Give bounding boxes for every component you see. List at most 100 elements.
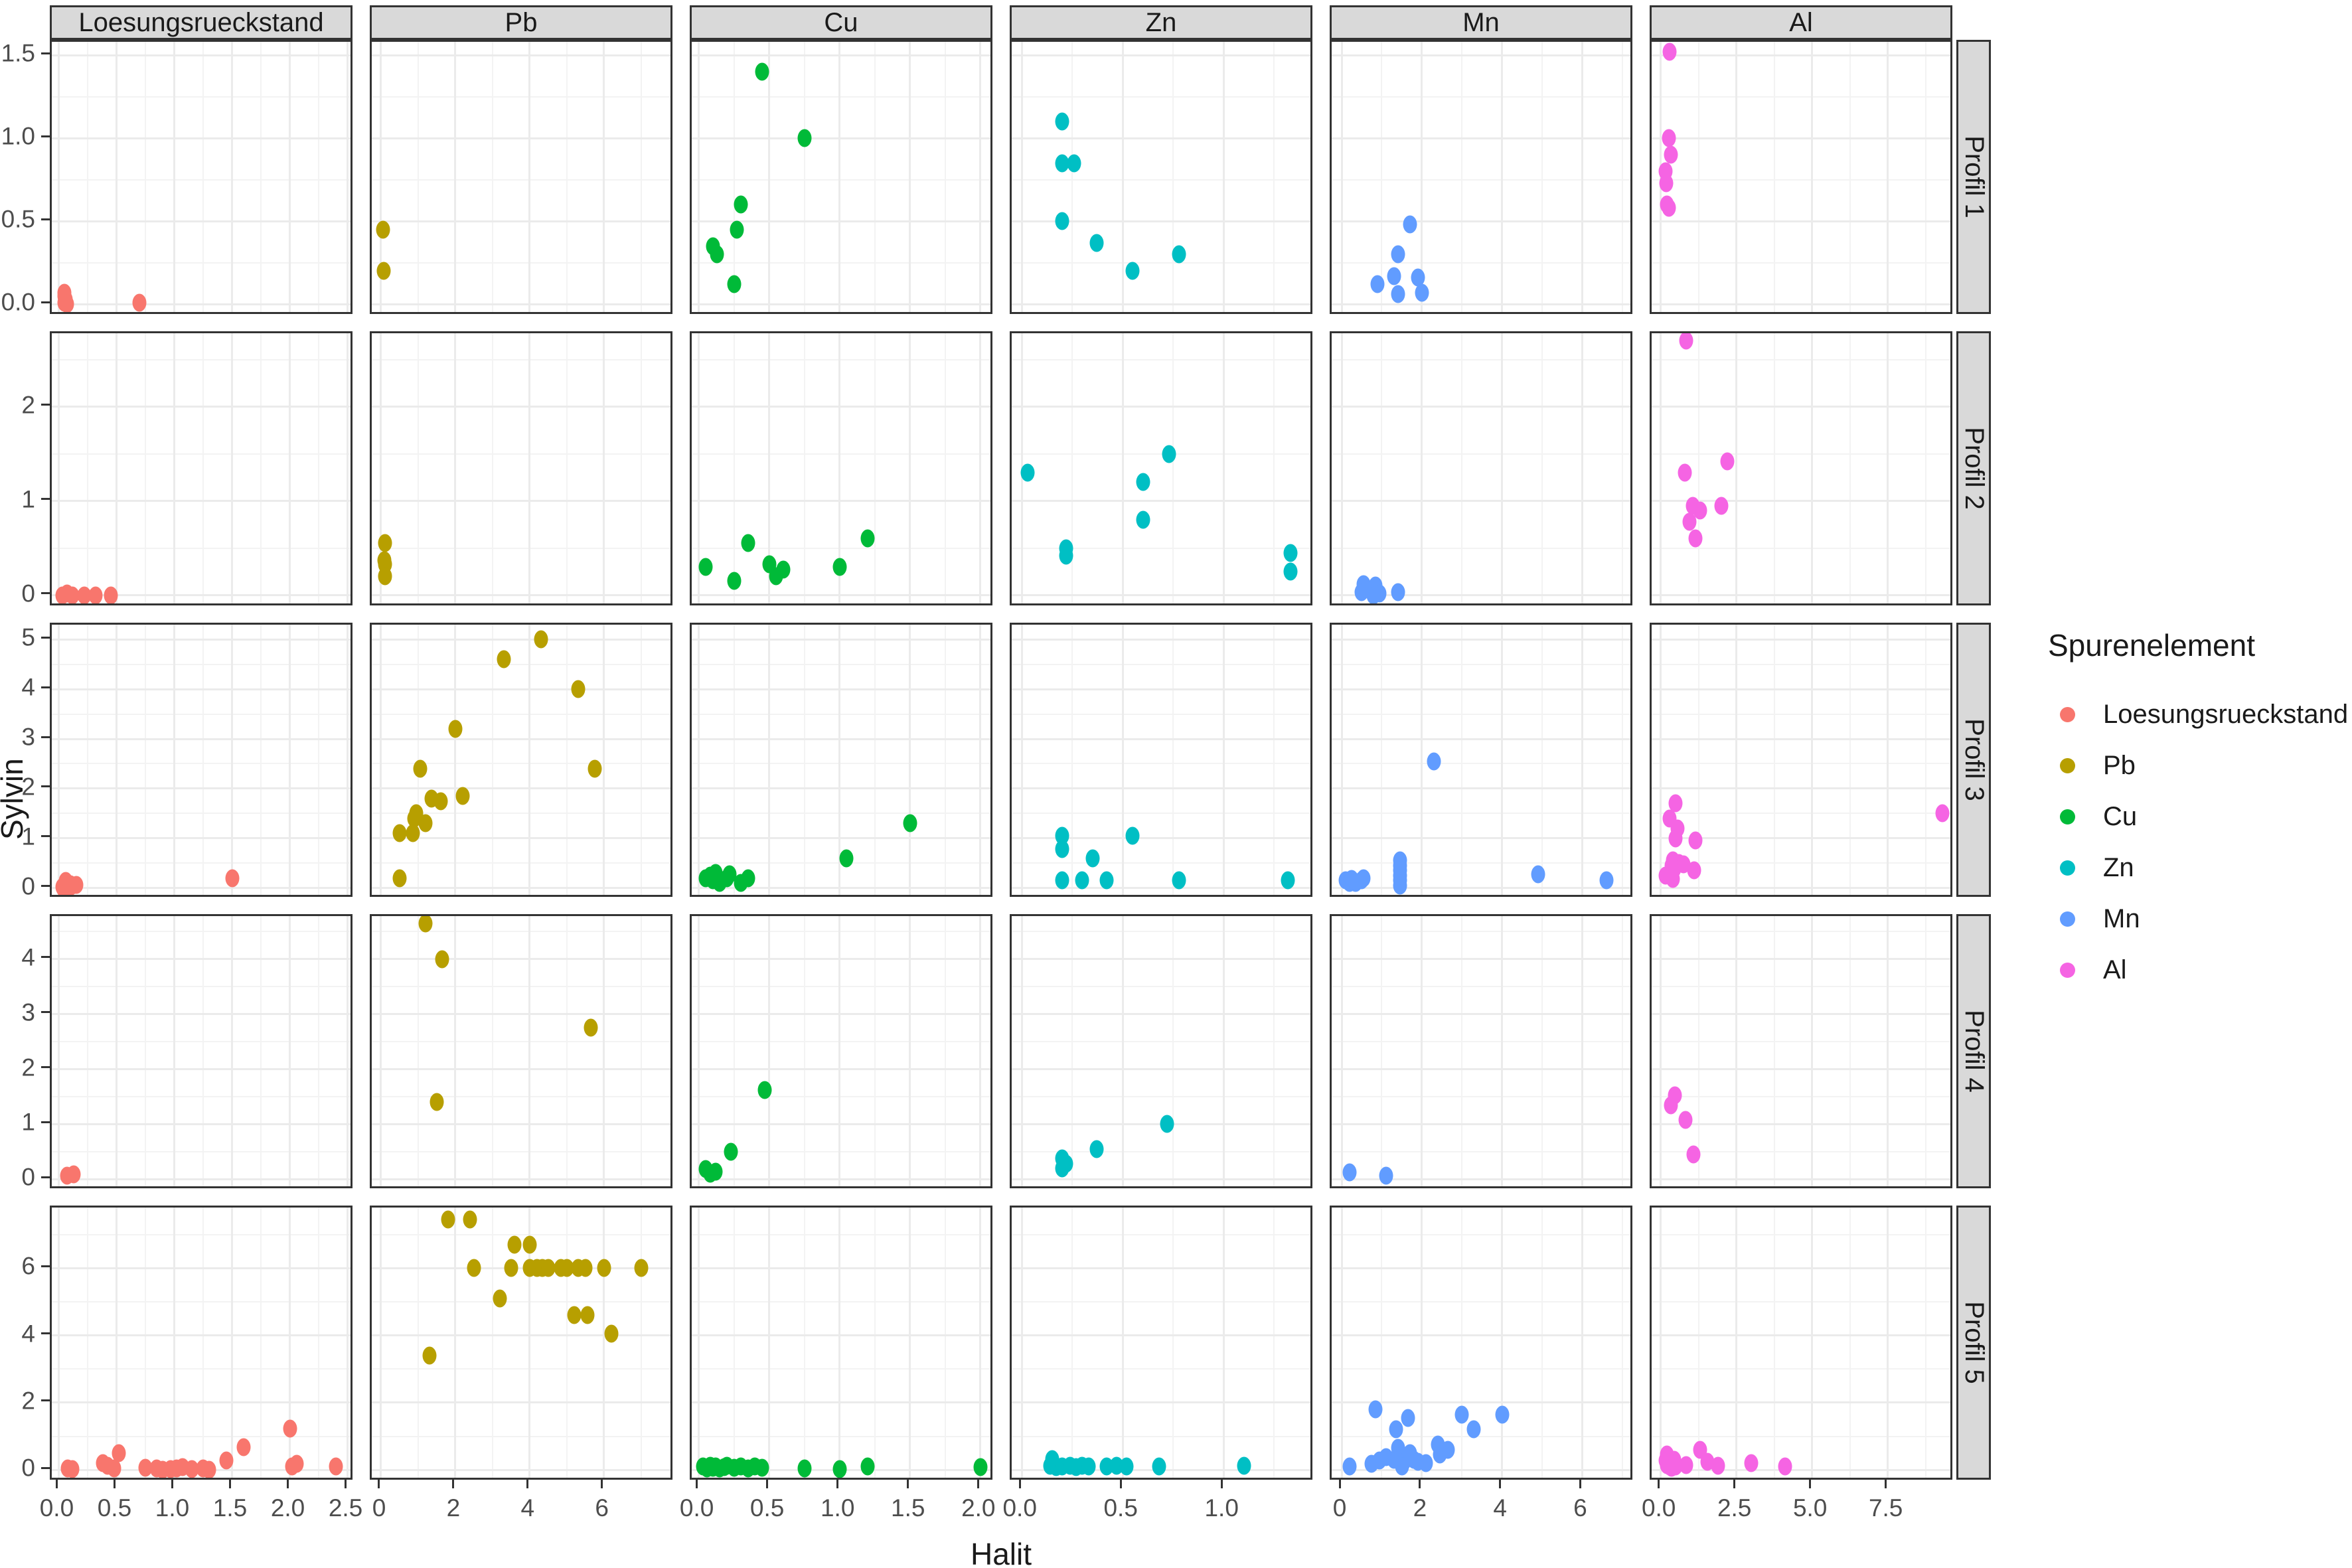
gridline-minor-v (1621, 625, 1623, 895)
y-tick-label: 1.5 (1, 39, 35, 67)
gridline-minor-h (372, 1041, 670, 1043)
data-point (413, 759, 428, 778)
gridline-minor-v (1697, 42, 1699, 312)
data-point (1368, 1400, 1383, 1419)
data-point (283, 1419, 297, 1438)
data-point (1055, 154, 1069, 173)
y-tick-mark (41, 1011, 50, 1014)
gridline-minor-v (1924, 1208, 1926, 1478)
gridline-major-v (1020, 1208, 1023, 1478)
gridline-minor-h (1332, 547, 1630, 549)
data-point (1466, 1420, 1481, 1439)
gridline-major-h (52, 1013, 351, 1016)
data-point (1020, 463, 1035, 482)
data-point (1055, 871, 1069, 890)
gridline-major-v (1887, 333, 1889, 603)
facet-column-label: Mn (1462, 7, 1500, 37)
data-point (225, 869, 239, 888)
gridline-minor-h (1012, 1435, 1310, 1437)
gridline-major-h (372, 1068, 670, 1071)
gridline-major-h (1332, 1178, 1630, 1180)
gridline-major-h (52, 303, 351, 305)
x-tick-mark (1119, 1480, 1122, 1488)
gridline-minor-h (692, 1233, 990, 1235)
gridline-minor-v (202, 916, 204, 1186)
gridline-minor-h (52, 1150, 351, 1152)
data-point (1342, 1457, 1357, 1476)
legend-swatch-Al (2060, 962, 2075, 978)
y-tick-mark (41, 785, 50, 788)
panel-Profil5-Cu (690, 1206, 992, 1480)
data-point (1662, 129, 1676, 147)
gridline-major-h (692, 638, 990, 641)
gridline-major-h (692, 1013, 990, 1016)
data-point (1935, 804, 1950, 823)
x-tick-mark (229, 1480, 231, 1488)
data-point (1668, 794, 1683, 813)
x-tick-label: 0.0 (679, 1494, 714, 1522)
x-tick-mark (1419, 1480, 1421, 1488)
data-point (1370, 275, 1385, 293)
data-point (138, 1458, 153, 1477)
panel-Profil3-Loesungsrueckstand (50, 623, 353, 897)
data-point (1658, 866, 1673, 885)
data-point (376, 220, 390, 239)
gridline-minor-h (1012, 986, 1310, 988)
gridline-minor-h (1012, 663, 1310, 665)
gridline-minor-h (52, 1300, 351, 1302)
gridline-major-v (173, 625, 175, 895)
data-point (378, 534, 392, 552)
gridline-minor-v (1924, 42, 1926, 312)
y-tick-mark (41, 135, 50, 137)
gridline-minor-h (372, 1233, 670, 1235)
gridline-major-v (603, 1208, 605, 1478)
gridline-minor-h (52, 547, 351, 549)
gridline-major-h (1652, 303, 1950, 305)
data-point (1125, 826, 1140, 845)
gridline-minor-v (260, 42, 262, 312)
data-point (112, 1444, 126, 1462)
gridline-major-h (1332, 220, 1630, 222)
gridline-major-h (1012, 220, 1310, 222)
gridline-major-h (1332, 1267, 1630, 1269)
legend-item: Al (2048, 955, 2348, 984)
data-point (1172, 245, 1186, 264)
gridline-major-h (372, 638, 670, 641)
y-tick-mark (41, 1332, 50, 1335)
gridline-major-v (603, 333, 605, 603)
gridline-major-h (372, 837, 670, 840)
gridline-major-v (454, 333, 457, 603)
gridline-major-h (692, 1178, 990, 1180)
gridline-minor-h (52, 358, 351, 360)
gridline-major-h (692, 1267, 990, 1269)
gridline-minor-h (1332, 262, 1630, 264)
gridline-major-h (1332, 958, 1630, 961)
gridline-minor-h (692, 1300, 990, 1302)
facet-row-label: Profil 2 (1959, 427, 1989, 510)
gridline-minor-v (1381, 625, 1383, 895)
gridline-minor-v (318, 42, 320, 312)
gridline-major-v (57, 1208, 60, 1478)
panel-Profil5-Pb (370, 1206, 672, 1480)
x-tick-label: 6 (1573, 1494, 1587, 1522)
data-point (1085, 849, 1100, 868)
data-point (65, 586, 80, 603)
data-point (1055, 112, 1069, 131)
gridline-major-v (1421, 333, 1423, 603)
x-tick-mark (836, 1480, 839, 1488)
gridline-minor-v (318, 333, 320, 603)
gridline-major-v (380, 916, 382, 1186)
gridline-minor-v (86, 1208, 88, 1478)
facet-row-label: Profil 3 (1959, 718, 1989, 801)
gridline-major-v (380, 333, 382, 603)
y-tick-label: 4 (21, 1320, 35, 1348)
gridline-minor-v (1381, 333, 1383, 603)
legend-label: Al (2103, 955, 2127, 984)
data-point (1391, 285, 1405, 303)
panel-Profil5-Zn (1010, 1206, 1312, 1480)
y-tick-label: 1 (21, 1108, 35, 1136)
gridline-major-v (1811, 42, 1814, 312)
gridline-minor-v (1849, 1208, 1851, 1478)
gridline-major-h (372, 688, 670, 690)
